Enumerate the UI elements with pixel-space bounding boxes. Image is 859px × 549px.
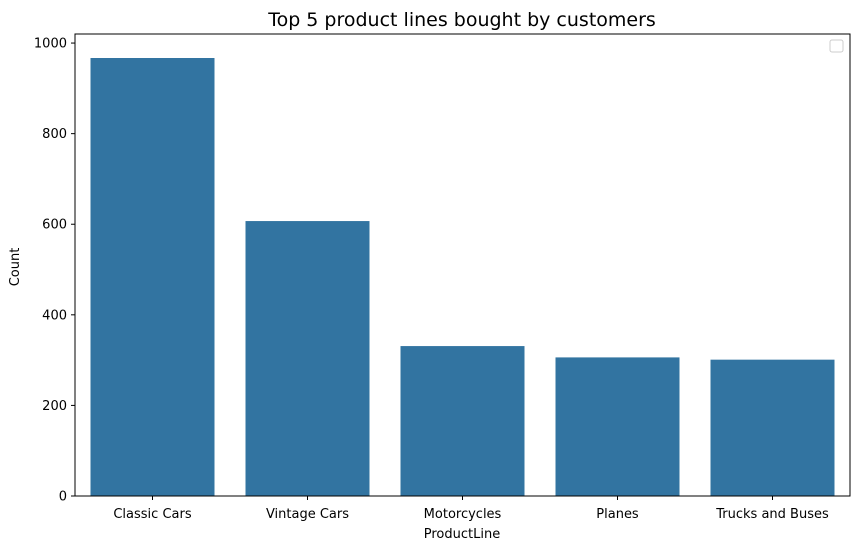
axes-layer: Classic Cars Vintage Cars Motorcycles Plane… xyxy=(34,33,851,522)
bars-layer xyxy=(90,58,835,497)
bar xyxy=(90,58,215,496)
x-axis-label: ProductLine xyxy=(424,527,500,542)
x-tick-label: Vintage Cars xyxy=(266,507,349,522)
chart-title: Top 5 product lines bought by customers xyxy=(267,9,656,31)
x-tick-label: Classic Cars xyxy=(113,507,191,522)
bar xyxy=(555,357,680,496)
y-tick-label: 0 xyxy=(59,490,67,505)
y-tick-label: 800 xyxy=(42,127,67,142)
y-tick-label: 400 xyxy=(42,308,67,323)
y-axis-label: Count xyxy=(8,248,23,287)
bar xyxy=(400,346,525,496)
x-tick-label: Trucks and Buses xyxy=(715,507,829,522)
y-tick-label: 1000 xyxy=(34,37,67,52)
plot-frame xyxy=(74,33,851,497)
y-tick-label: 600 xyxy=(42,218,67,233)
y-tick-label: 200 xyxy=(42,399,67,414)
bar xyxy=(710,359,835,496)
bar xyxy=(245,221,370,497)
x-tick-label: Motorcycles xyxy=(424,507,502,522)
legend-box xyxy=(829,39,844,53)
x-tick-label: Planes xyxy=(596,507,639,522)
